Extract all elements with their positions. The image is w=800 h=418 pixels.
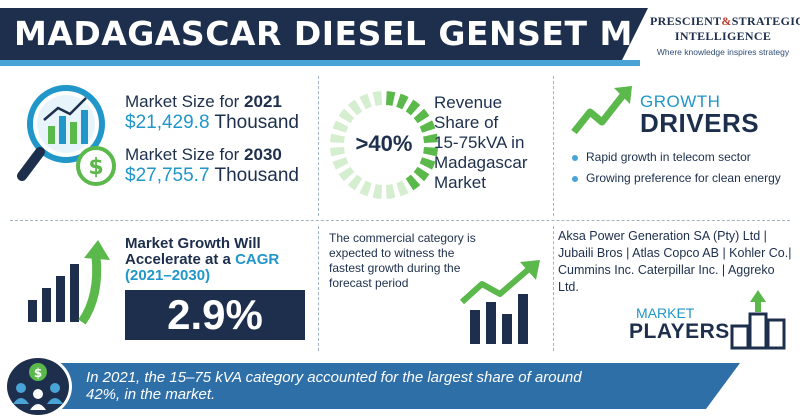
cagr-label: Market Growth Will Accelerate at a CAGR … — [125, 236, 305, 284]
donut-segment-empty — [372, 184, 383, 199]
revenue-share-text: Revenue Share of 15-75kVA in Madagascar … — [434, 93, 564, 193]
revenue-share-line: Share of — [434, 113, 499, 132]
market-players-title-top: MARKET — [636, 305, 695, 321]
logo-ampersand: & — [721, 14, 732, 28]
cagr-line: Accelerate at a CAGR — [125, 252, 305, 268]
donut-segment-filled — [396, 93, 409, 110]
money-bag-people-icon-graphic: $ — [13, 363, 63, 410]
footer-band — [60, 363, 740, 409]
svg-text:$: $ — [34, 366, 42, 380]
donut-segment-empty — [359, 180, 372, 197]
title-band — [0, 8, 648, 60]
logo-word-strategic: STRATEGIC — [731, 14, 800, 28]
growth-arrow-icon — [571, 86, 632, 135]
year-2030: 2030 — [244, 145, 282, 164]
value-2021: $21,429.8 — [125, 112, 210, 133]
growth-drivers-title-bottom: DRIVERS — [640, 108, 760, 138]
logo-word-prescient: PRESCIENT — [650, 14, 722, 28]
donut-segment-filled — [419, 157, 436, 170]
revenue-share-line: 15-75kVA in — [434, 133, 525, 152]
dollar-coin-icon: $ — [76, 146, 116, 186]
footer: $ In 2021, the 15–75 kVA category accoun… — [0, 355, 800, 418]
unit-2030: Thousand — [209, 165, 299, 186]
logo-word-intelligence: INTELLIGENCE — [674, 29, 772, 43]
title-accent — [0, 60, 640, 66]
donut-segment-filled — [423, 146, 438, 157]
donut-segment-filled — [423, 133, 438, 144]
divider — [318, 76, 319, 216]
donut-segment-empty — [347, 174, 363, 191]
donut-segment-empty — [347, 99, 363, 116]
money-bag-people-icon: $ — [4, 355, 72, 418]
divider — [318, 226, 319, 351]
footer-text: In 2021, the 15–75 kVA category accounte… — [86, 369, 582, 403]
cagr-value: 2.9% — [125, 290, 305, 340]
revenue-share-line: Madagascar — [434, 153, 528, 172]
donut-chart-icon — [330, 91, 438, 199]
revenue-share-line: Revenue — [434, 93, 503, 112]
label-text: Market Size for — [125, 92, 245, 111]
market-size-2030-label: Market Size for 2030 — [125, 145, 282, 165]
logo-name: PRESCIENT&STRATEGIC — [650, 14, 800, 29]
podium-icon — [730, 290, 786, 350]
donut-segment-empty — [396, 180, 409, 197]
donut-segment-filled — [413, 166, 430, 182]
growth-drivers-title-top: GROWTH — [640, 92, 721, 111]
header: MADAGASCAR DIESEL GENSET MARKET PRESCIEN… — [0, 0, 800, 70]
donut-segment-empty — [338, 166, 355, 182]
divider — [553, 76, 554, 216]
divider — [10, 220, 790, 221]
donut-segment-empty — [332, 120, 349, 133]
list-item: Growing preference for clean energy — [572, 171, 792, 186]
donut-segment-filled — [405, 99, 421, 116]
unit-2021: Thousand — [209, 112, 299, 133]
commercial-category-text: The commercial category is expected to w… — [329, 231, 476, 290]
year-2021: 2021 — [244, 92, 282, 111]
cagr-text: Accelerate at a — [125, 251, 236, 268]
market-players-list: Aksa Power Generation SA (Pty) Ltd | Jub… — [558, 229, 792, 294]
bar-growth-icon — [28, 240, 110, 325]
revenue-share-percent: >40% — [355, 131, 413, 156]
list-item: Rapid growth in telecom sector — [572, 150, 792, 165]
market-size-2021-value: $21,429.8 Thousand — [125, 112, 299, 134]
donut-segment-empty — [330, 146, 345, 157]
cagr-line: Market Growth Will — [125, 235, 261, 252]
page-title: MADAGASCAR DIESEL GENSET MARKET — [14, 14, 757, 53]
revenue-share-line: Market — [434, 173, 486, 192]
market-size-2021-label: Market Size for 2021 — [125, 92, 282, 112]
donut-segment-empty — [385, 184, 396, 199]
donut-segment-filled — [405, 174, 421, 191]
label-text: Market Size for — [125, 145, 245, 164]
donut-segment-empty — [359, 93, 372, 110]
cagr-keyword: CAGR — [235, 251, 280, 268]
divider — [553, 226, 554, 351]
company-logo: PRESCIENT&STRATEGIC INTELLIGENCE Where k… — [650, 4, 800, 60]
growth-drivers-list: Rapid growth in telecom sector Growing p… — [572, 150, 792, 192]
donut-segment-empty — [332, 157, 349, 170]
market-size-2030-value: $27,755.7 Thousand — [125, 165, 299, 187]
magnifier-chart-icon: $ — [17, 85, 116, 186]
cagr-period: (2021–2030) — [125, 267, 211, 284]
value-2030: $27,755.7 — [125, 165, 210, 186]
market-players-title-bottom: PLAYERS — [629, 320, 730, 343]
donut-segment-empty — [372, 91, 383, 106]
donut-segment-filled — [413, 108, 430, 124]
donut-segment-filled — [385, 91, 396, 106]
donut-segment-empty — [330, 133, 345, 144]
bar-chart-arrow-icon — [459, 260, 540, 344]
logo-tagline: Where knowledge inspires strategy — [656, 47, 790, 57]
donut-segment-filled — [419, 120, 436, 133]
svg-text:$: $ — [88, 155, 103, 180]
donut-segment-empty — [338, 108, 355, 124]
